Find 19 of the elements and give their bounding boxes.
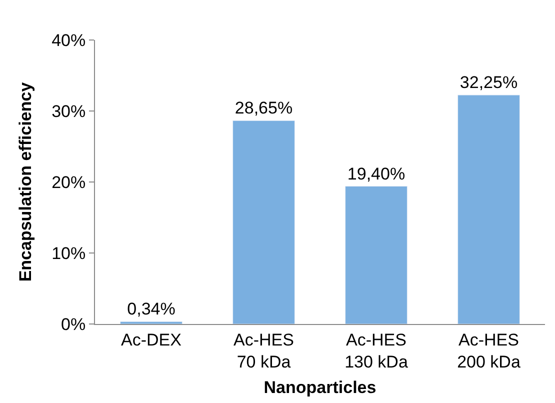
y-tick-label: 0% (61, 314, 86, 334)
bar (120, 321, 182, 324)
data-label: 19,40% (347, 164, 406, 184)
x-tick-label: Ac-DEX (121, 330, 182, 350)
y-tick-label: 30% (52, 102, 86, 121)
x-tick-label: Ac-HES 70 kDa (234, 330, 294, 372)
data-label: 0,34% (127, 300, 176, 319)
y-tick-label: 20% (52, 172, 86, 192)
y-tick-label: 40% (52, 30, 86, 50)
x-axis-title: Nanoparticles (264, 378, 376, 397)
bar (345, 186, 408, 324)
x-tick-label: Ac-HES 200 kDa (457, 330, 521, 372)
bar (458, 94, 520, 324)
bar (232, 120, 295, 324)
data-label: 32,25% (460, 73, 518, 92)
y-tick-label: 10% (52, 244, 86, 263)
x-tick-label: Ac-HES 130 kDa (344, 330, 408, 372)
y-axis-title: Encapsulation efficiency (16, 82, 36, 282)
data-label: 28,65% (234, 98, 293, 118)
